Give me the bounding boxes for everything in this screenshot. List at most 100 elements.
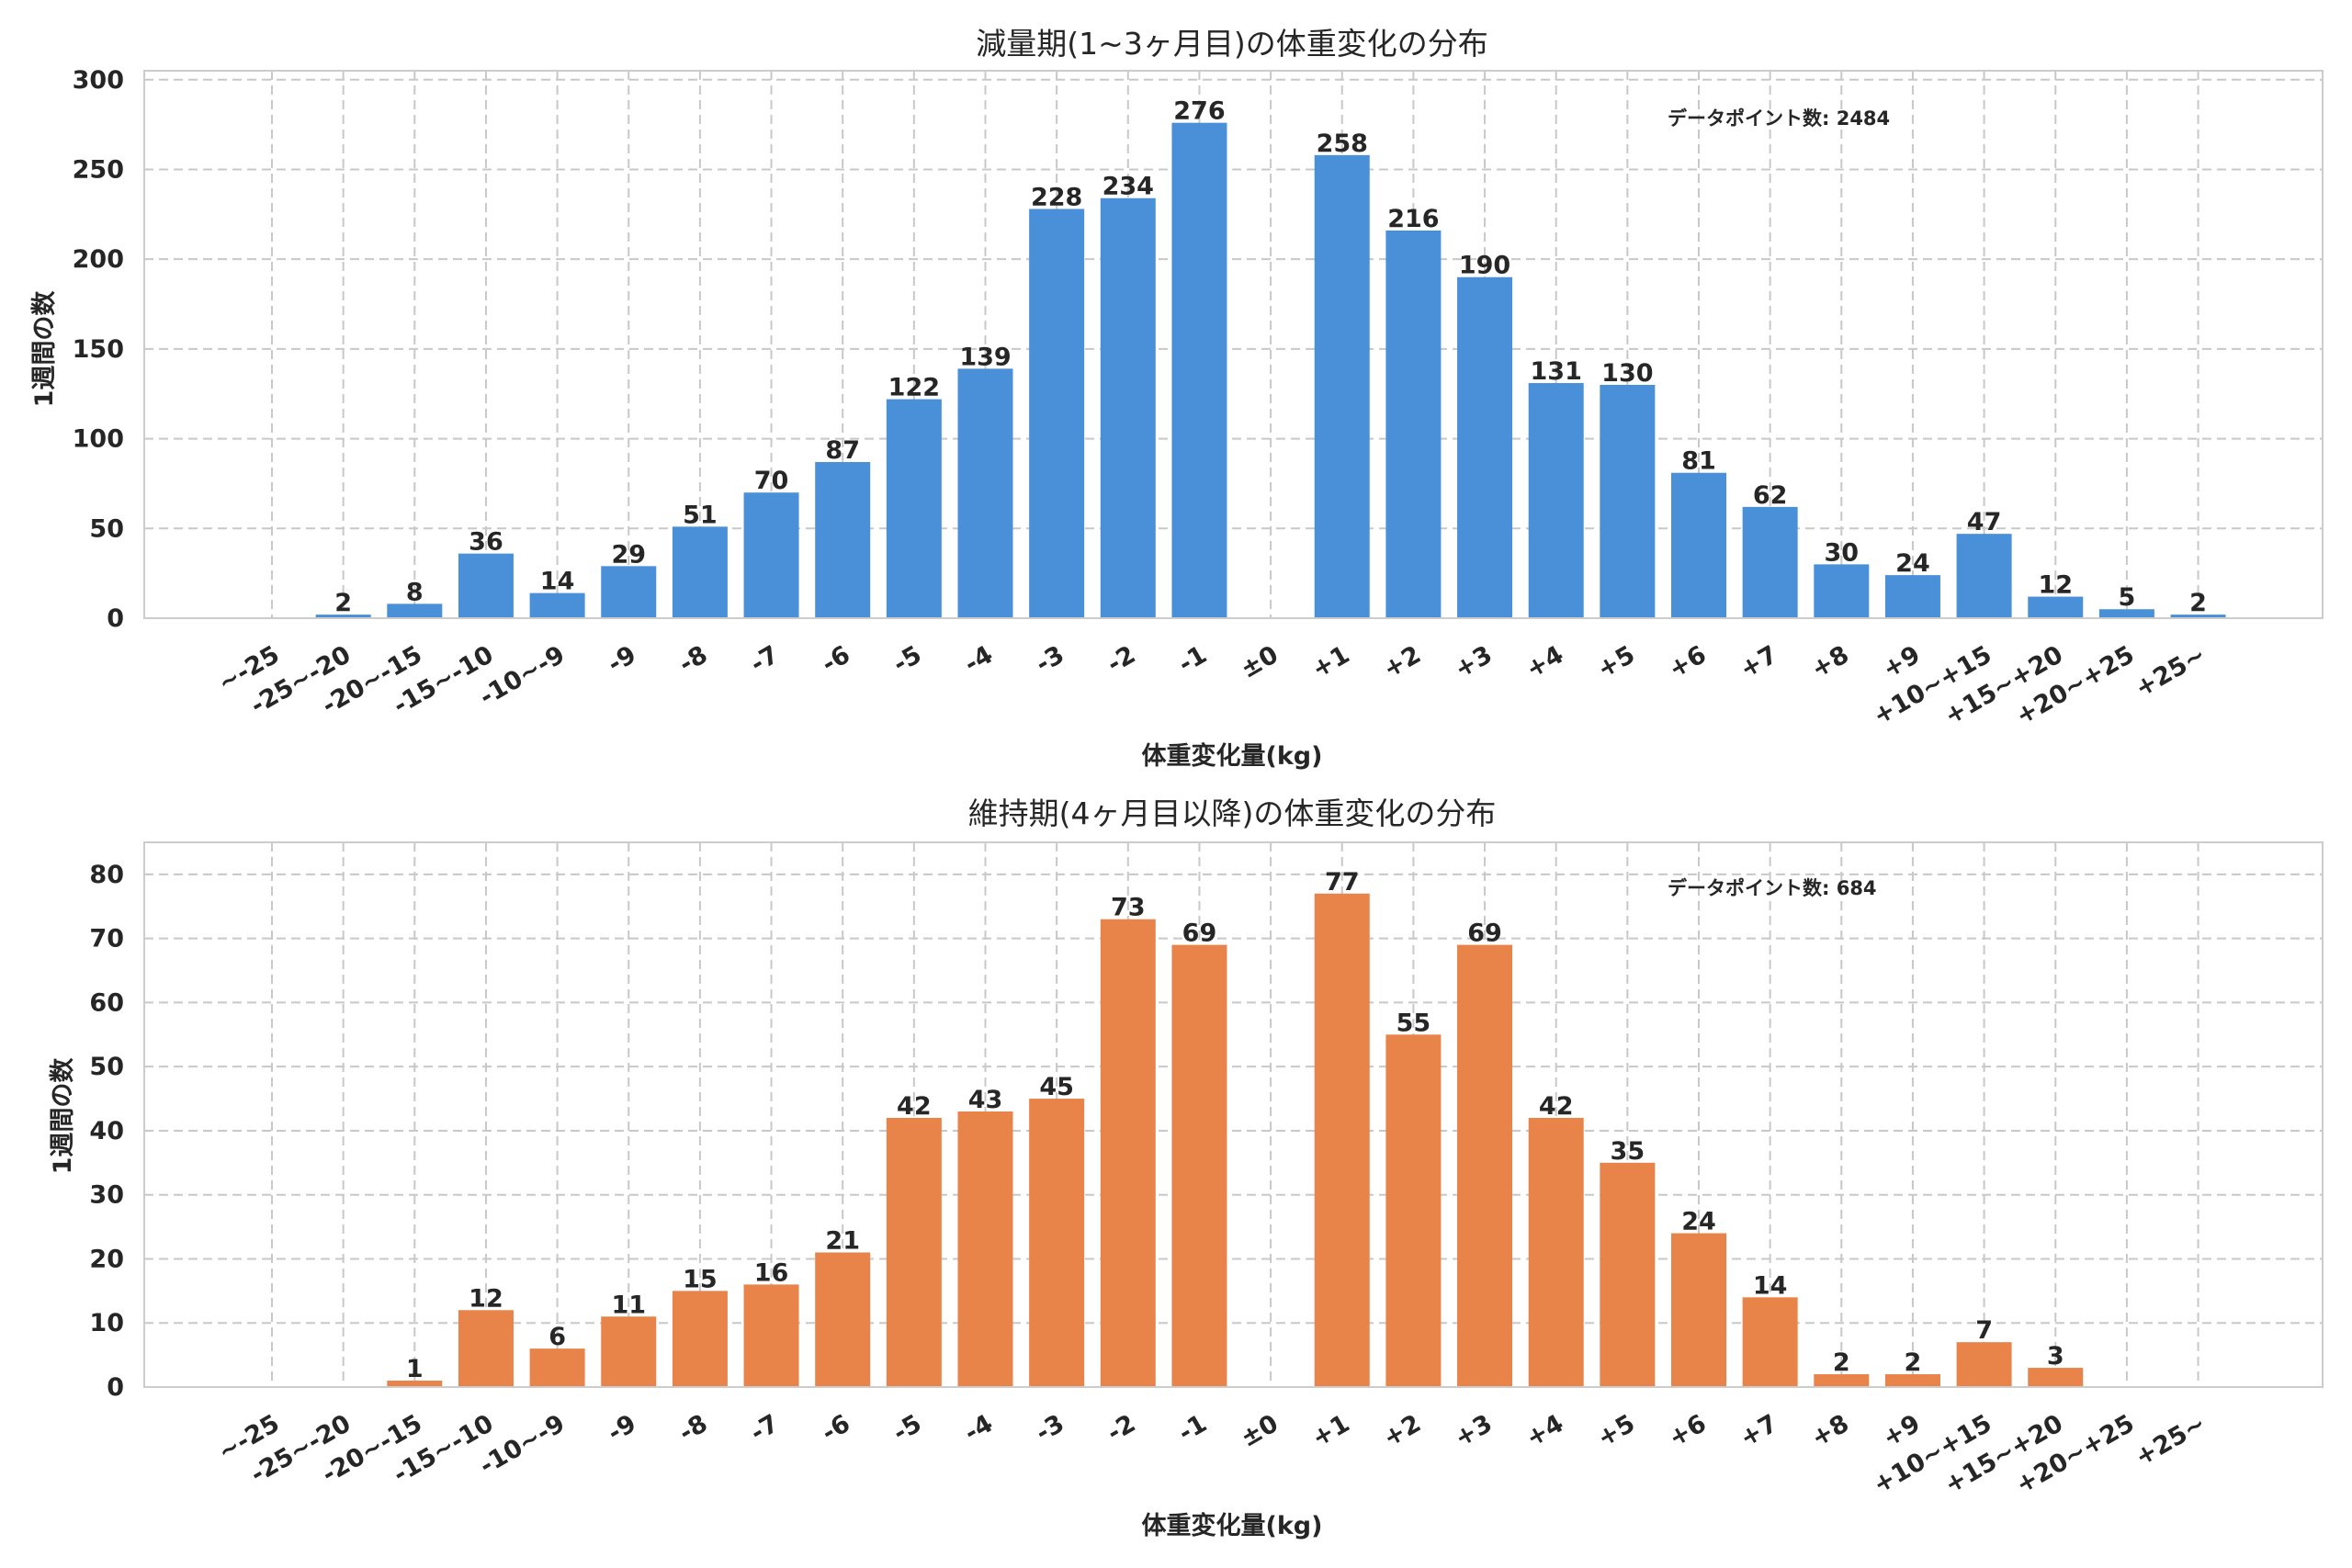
bar bbox=[2170, 615, 2226, 618]
x-tick-label: +5 bbox=[1592, 1409, 1639, 1453]
x-axis-label: 体重変化量(kg) bbox=[1142, 741, 1323, 771]
x-tick-label: +2 bbox=[1379, 1409, 1426, 1453]
y-tick-label: 0 bbox=[107, 604, 124, 633]
bar bbox=[1100, 919, 1156, 1387]
bar-value-label: 62 bbox=[1753, 481, 1788, 510]
bar-value-label: 69 bbox=[1182, 919, 1217, 948]
x-tick-label: +8 bbox=[1806, 1409, 1853, 1453]
bar bbox=[1100, 197, 1156, 619]
y-tick-label: 200 bbox=[73, 245, 124, 274]
x-tick-label: -2 bbox=[1102, 640, 1140, 679]
bar bbox=[1671, 472, 1726, 618]
bar-value-label: 45 bbox=[1039, 1073, 1074, 1101]
x-tick-label: -8 bbox=[674, 1409, 712, 1448]
bar-value-label: 228 bbox=[1031, 183, 1082, 211]
y-tick-label: 10 bbox=[89, 1309, 124, 1337]
x-tick-label: +3 bbox=[1450, 640, 1497, 684]
bar-value-label: 81 bbox=[1681, 447, 1716, 476]
bar bbox=[458, 1310, 514, 1387]
bar-value-label: 3 bbox=[2047, 1342, 2064, 1371]
bar-value-label: 234 bbox=[1102, 173, 1154, 201]
bar bbox=[743, 492, 799, 618]
bar bbox=[1671, 1233, 1726, 1387]
y-axis-label: 1週間の数 bbox=[30, 290, 59, 408]
bar bbox=[315, 615, 371, 618]
chart-panel-weight-loss: 減量期(1~3ヶ月目)の体重変化の分布 1週間の数 体重変化量(kg) データポ… bbox=[30, 26, 2324, 771]
bar-value-label: 21 bbox=[825, 1226, 860, 1255]
y-tick-label: 60 bbox=[89, 988, 124, 1017]
bar bbox=[1314, 893, 1370, 1387]
x-tick-label: -4 bbox=[960, 1409, 998, 1448]
bar-value-label: 55 bbox=[1396, 1009, 1431, 1037]
bar bbox=[1171, 122, 1227, 619]
bar-value-label: 36 bbox=[469, 528, 503, 557]
bar bbox=[1171, 944, 1227, 1387]
bar bbox=[1884, 575, 1940, 618]
x-tick-label: +2 bbox=[1379, 640, 1426, 684]
plot-frame bbox=[143, 841, 2324, 1388]
bar bbox=[1600, 384, 1656, 618]
bar-value-label: 7 bbox=[1975, 1316, 1993, 1345]
bar bbox=[1528, 1117, 1584, 1387]
bar-value-label: 2 bbox=[1905, 1348, 1922, 1377]
x-tick-label: -3 bbox=[1031, 1409, 1069, 1448]
bar-value-label: 42 bbox=[1539, 1092, 1574, 1121]
x-tick-label: +7 bbox=[1736, 1409, 1782, 1453]
x-tick-label: +8 bbox=[1806, 640, 1853, 684]
plot-frame bbox=[143, 70, 2324, 619]
chart-panel-maintenance: 維持期(4ヶ月目以降)の体重変化の分布 1週間の数 体重変化量(kg) データポ… bbox=[49, 795, 2324, 1540]
x-tick-label: -5 bbox=[888, 1409, 926, 1448]
bar bbox=[387, 1381, 443, 1387]
bar-value-label: 77 bbox=[1325, 868, 1360, 897]
y-tick-label: 40 bbox=[89, 1117, 124, 1145]
y-tick-label: 20 bbox=[89, 1245, 124, 1273]
bar-value-label: 24 bbox=[1895, 549, 1930, 578]
x-tick-label: -6 bbox=[817, 640, 854, 679]
bar-value-label: 12 bbox=[2038, 571, 2073, 600]
bar bbox=[1029, 1099, 1085, 1387]
bar-value-label: 42 bbox=[897, 1092, 932, 1121]
bar-value-label: 16 bbox=[754, 1258, 789, 1287]
bar-value-label: 47 bbox=[1967, 508, 2002, 536]
bar-value-label: 2 bbox=[1833, 1348, 1850, 1377]
bar bbox=[387, 604, 443, 618]
bar bbox=[957, 1111, 1013, 1387]
bar-value-label: 1 bbox=[406, 1355, 424, 1383]
bar-value-label: 11 bbox=[611, 1291, 646, 1319]
bar bbox=[1956, 534, 2012, 618]
bar bbox=[2028, 1368, 2084, 1387]
bar-value-label: 131 bbox=[1531, 357, 1582, 386]
bar bbox=[1814, 564, 1870, 618]
bar-value-label: 24 bbox=[1681, 1208, 1716, 1236]
bar-value-label: 15 bbox=[683, 1265, 718, 1293]
x-tick-label: -7 bbox=[746, 640, 784, 679]
bar bbox=[2028, 596, 2084, 618]
bar bbox=[1528, 383, 1584, 618]
bar bbox=[529, 592, 585, 618]
bar-value-label: 35 bbox=[1611, 1137, 1645, 1166]
bar bbox=[601, 1316, 657, 1387]
x-tick-label: ±0 bbox=[1236, 640, 1283, 684]
x-tick-label: -2 bbox=[1102, 1409, 1140, 1448]
y-tick-label: 70 bbox=[89, 925, 124, 953]
bar bbox=[458, 553, 514, 618]
bar bbox=[601, 566, 657, 618]
bar-value-label: 5 bbox=[2119, 583, 2136, 612]
x-tick-label: +4 bbox=[1521, 640, 1568, 684]
bar bbox=[529, 1348, 585, 1387]
x-tick-label: +5 bbox=[1592, 640, 1639, 684]
bar bbox=[1385, 230, 1442, 619]
bar-value-label: 70 bbox=[754, 467, 789, 495]
y-tick-label: 300 bbox=[73, 66, 124, 95]
x-tick-label: -9 bbox=[603, 640, 640, 679]
bar-value-label: 8 bbox=[406, 578, 424, 606]
bar bbox=[1956, 1342, 2012, 1387]
bar bbox=[2098, 609, 2154, 618]
bar bbox=[1884, 1374, 1940, 1387]
x-tick-label: ±0 bbox=[1236, 1409, 1283, 1453]
bar-value-label: 29 bbox=[611, 540, 646, 569]
bar-value-label: 258 bbox=[1317, 130, 1368, 158]
y-axis-label: 1週間の数 bbox=[49, 1057, 77, 1175]
bar-value-label: 130 bbox=[1601, 359, 1653, 388]
x-tick-label: +25~ bbox=[2131, 640, 2211, 703]
